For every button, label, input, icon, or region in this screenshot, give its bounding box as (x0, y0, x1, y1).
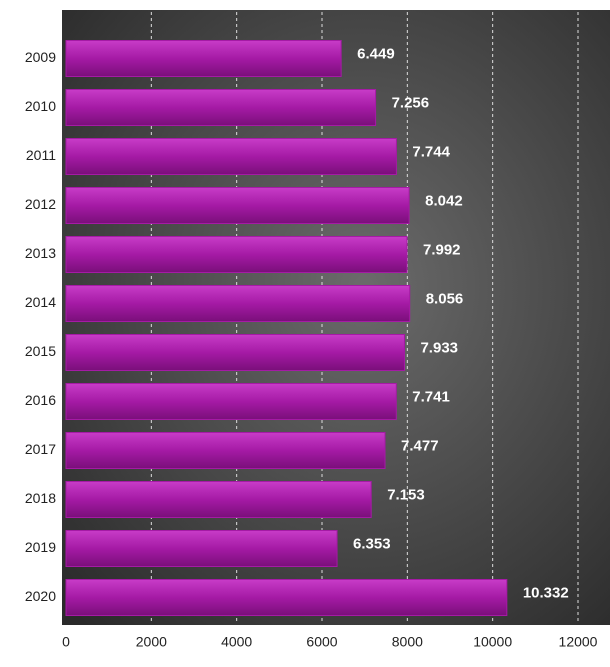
bar (65, 481, 372, 518)
x-tick-label: 8000 (392, 634, 423, 650)
bar (65, 89, 377, 126)
y-tick-label: 2013 (25, 245, 56, 261)
y-tick-label: 2015 (25, 343, 56, 359)
value-label: 7.256 (392, 94, 430, 111)
value-label: 7.933 (420, 339, 458, 356)
value-label: 7.992 (423, 241, 461, 258)
y-tick-label: 2012 (25, 196, 56, 212)
y-tick-label: 2011 (26, 147, 56, 163)
y-tick-label: 2010 (25, 98, 56, 114)
y-tick-label: 2020 (25, 588, 56, 604)
x-tick-label: 4000 (221, 634, 252, 650)
x-tick-label: 6000 (306, 634, 337, 650)
bar (65, 40, 342, 77)
x-tick-label: 10000 (473, 634, 512, 650)
value-label: 10.332 (523, 584, 569, 601)
x-tick-label: 0 (62, 634, 70, 650)
value-label: 7.153 (387, 486, 425, 503)
bar (65, 383, 397, 420)
y-tick-label: 2018 (25, 490, 56, 506)
y-tick-label: 2017 (25, 441, 56, 457)
bar (65, 138, 397, 175)
bar (65, 187, 410, 224)
value-label: 6.353 (353, 535, 391, 552)
y-tick-label: 2009 (25, 49, 56, 65)
y-tick-label: 2016 (25, 392, 56, 408)
bar (65, 334, 405, 371)
bar (65, 285, 411, 322)
value-label: 7.744 (412, 143, 450, 160)
bar (65, 579, 508, 616)
value-label: 7.741 (412, 388, 450, 405)
bar (65, 236, 408, 273)
value-label: 7.477 (401, 437, 439, 454)
bar (65, 432, 386, 469)
y-tick-label: 2019 (25, 539, 56, 555)
value-label: 6.449 (357, 45, 395, 62)
value-label: 8.056 (426, 290, 464, 307)
y-tick-label: 2014 (25, 294, 56, 310)
bar (65, 530, 338, 567)
value-label: 8.042 (425, 192, 463, 209)
x-tick-label: 12000 (559, 634, 598, 650)
x-tick-label: 2000 (136, 634, 167, 650)
